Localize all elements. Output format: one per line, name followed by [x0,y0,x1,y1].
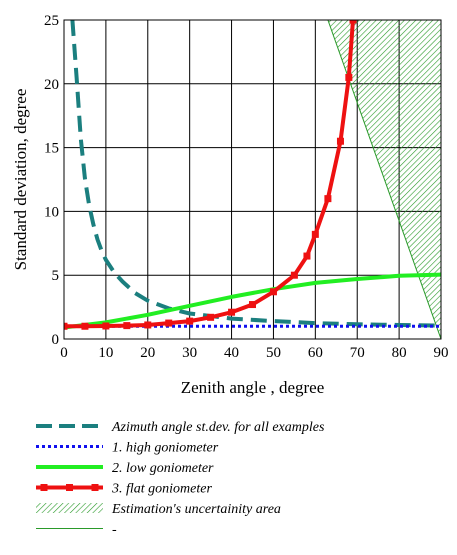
flat-goniometer-marker [64,322,68,330]
x-tick-label: 10 [98,345,113,361]
flat-goniometer-marker [228,308,236,316]
legend-label: - [112,523,117,538]
series-line-flat-goniometer [64,20,355,329]
legend-item-5: - [36,523,117,538]
legend-label: Estimation's uncertainity area [111,502,281,517]
x-tick-label: 80 [392,345,407,361]
flat-goniometer-marker [207,313,215,321]
legend-marker [66,484,73,491]
legend-label: 3. flat goniometer [111,482,212,497]
legend-marker [91,484,99,491]
y-tick-label: 15 [44,141,59,157]
flat-goniometer-marker [123,322,131,330]
y-axis-label: Standard deviation, degree [11,89,30,271]
x-tick-label: 70 [350,345,365,361]
x-tick-label: 20 [140,345,155,361]
flat-goniometer-marker [303,252,311,260]
legend-label: 1. high goniometer [112,441,219,456]
y-tick-label: 10 [44,204,59,220]
uncertainty-boundary-line [327,20,441,339]
x-tick-label: 30 [182,345,197,361]
x-tick-label: 40 [224,345,239,361]
y-tick-label: 20 [44,77,59,93]
flat-goniometer-marker [324,195,332,203]
legend-label: Azimuth angle st.dev. for all examples [111,420,325,435]
y-tick-label: 25 [44,13,59,29]
legend-item-1: 1. high goniometer [36,441,219,456]
flat-goniometer-marker [186,317,194,325]
flat-goniometer-marker [349,20,357,24]
y-tick-label: 5 [52,268,60,284]
x-tick-label: 90 [434,345,449,361]
flat-goniometer-marker [165,319,173,327]
legend-label: 2. low goniometer [112,461,214,476]
flat-goniometer-marker [290,271,298,279]
legend-marker [40,484,48,491]
x-tick-label: 50 [266,345,281,361]
flat-goniometer-marker [81,322,89,330]
series-layer [64,20,441,330]
series-line-azimuth [70,20,441,328]
flat-goniometer-marker [311,230,319,238]
x-axis-label: Zenith angle , degree [181,378,325,397]
flat-goniometer-marker [144,321,152,329]
flat-goniometer-marker [249,301,256,309]
flat-goniometer-marker [345,73,353,81]
legend-item-0: Azimuth angle st.dev. for all examples [36,420,325,435]
x-tick-label: 0 [60,345,68,361]
x-tick-label: 60 [308,345,323,361]
legend-item-4: Estimation's uncertainity area [36,502,281,517]
plot-frame [63,19,442,340]
legend-item-2: 2. low goniometer [36,461,214,476]
legend: Azimuth angle st.dev. for all examples 1.… [36,420,325,538]
flat-goniometer-marker [102,322,110,330]
series-line-low-goniometer [64,272,441,330]
flat-goniometer-marker [269,288,277,296]
legend-item-3: 3. flat goniometer [36,482,212,497]
tick-labels: 0 10 20 30 40 50 60 70 80 90 0 5 10 15 20 25 [44,13,449,361]
legend-swatch [36,503,103,513]
y-tick-label: 0 [52,332,60,348]
uncertainty-area-layer [327,20,441,339]
flat-goniometer-marker [336,137,344,145]
